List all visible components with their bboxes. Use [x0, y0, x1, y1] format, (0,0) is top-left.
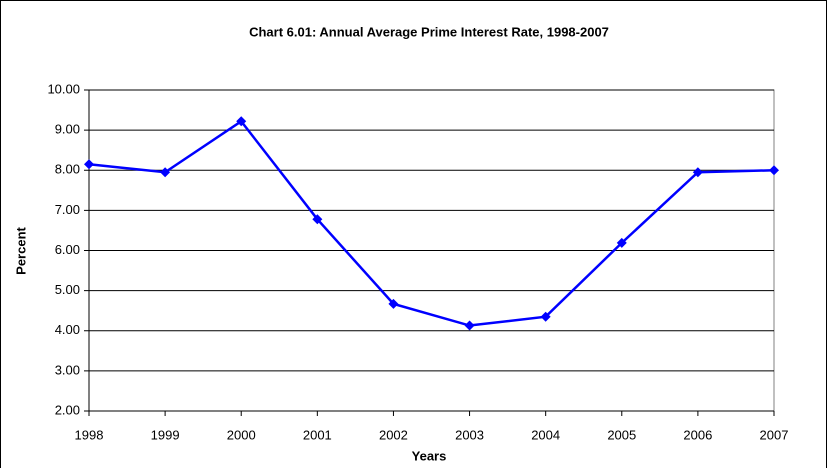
y-tick-label: 3.00 [55, 362, 80, 377]
y-tick-label: 4.00 [55, 322, 80, 337]
x-tick-label: 2005 [607, 427, 636, 442]
x-tick-label: 2002 [379, 427, 408, 442]
y-tick-label: 9.00 [55, 122, 80, 137]
x-tick-label: 2001 [303, 427, 332, 442]
y-tick-label: 6.00 [55, 242, 80, 257]
data-point [312, 214, 323, 225]
x-tick-label: 2004 [531, 427, 560, 442]
data-point [236, 116, 247, 127]
x-tick-label: 1999 [151, 427, 180, 442]
x-tick-label: 2007 [760, 427, 789, 442]
y-tick-label: 10.00 [47, 81, 80, 96]
y-tick-label: 8.00 [55, 162, 80, 177]
data-point [769, 165, 779, 176]
data-point [540, 311, 551, 322]
y-tick-label: 5.00 [55, 282, 80, 297]
data-point [464, 320, 475, 331]
y-tick-label: 7.00 [55, 202, 80, 217]
data-point [692, 167, 703, 178]
x-tick-label: 2006 [683, 427, 712, 442]
series-line [88, 119, 775, 327]
x-tick-label: 2003 [455, 427, 484, 442]
data-point [160, 167, 171, 178]
x-tick-label: 1998 [75, 427, 104, 442]
y-axis-label: Percent [13, 226, 28, 274]
y-tick-label: 2.00 [55, 402, 80, 417]
x-tick-label: 2000 [227, 427, 256, 442]
data-point [84, 159, 94, 170]
chart-title: Chart 6.01: Annual Average Prime Interes… [249, 24, 609, 39]
data-point [388, 298, 399, 309]
x-axis-label: Years [412, 448, 447, 463]
data-point [616, 237, 627, 248]
